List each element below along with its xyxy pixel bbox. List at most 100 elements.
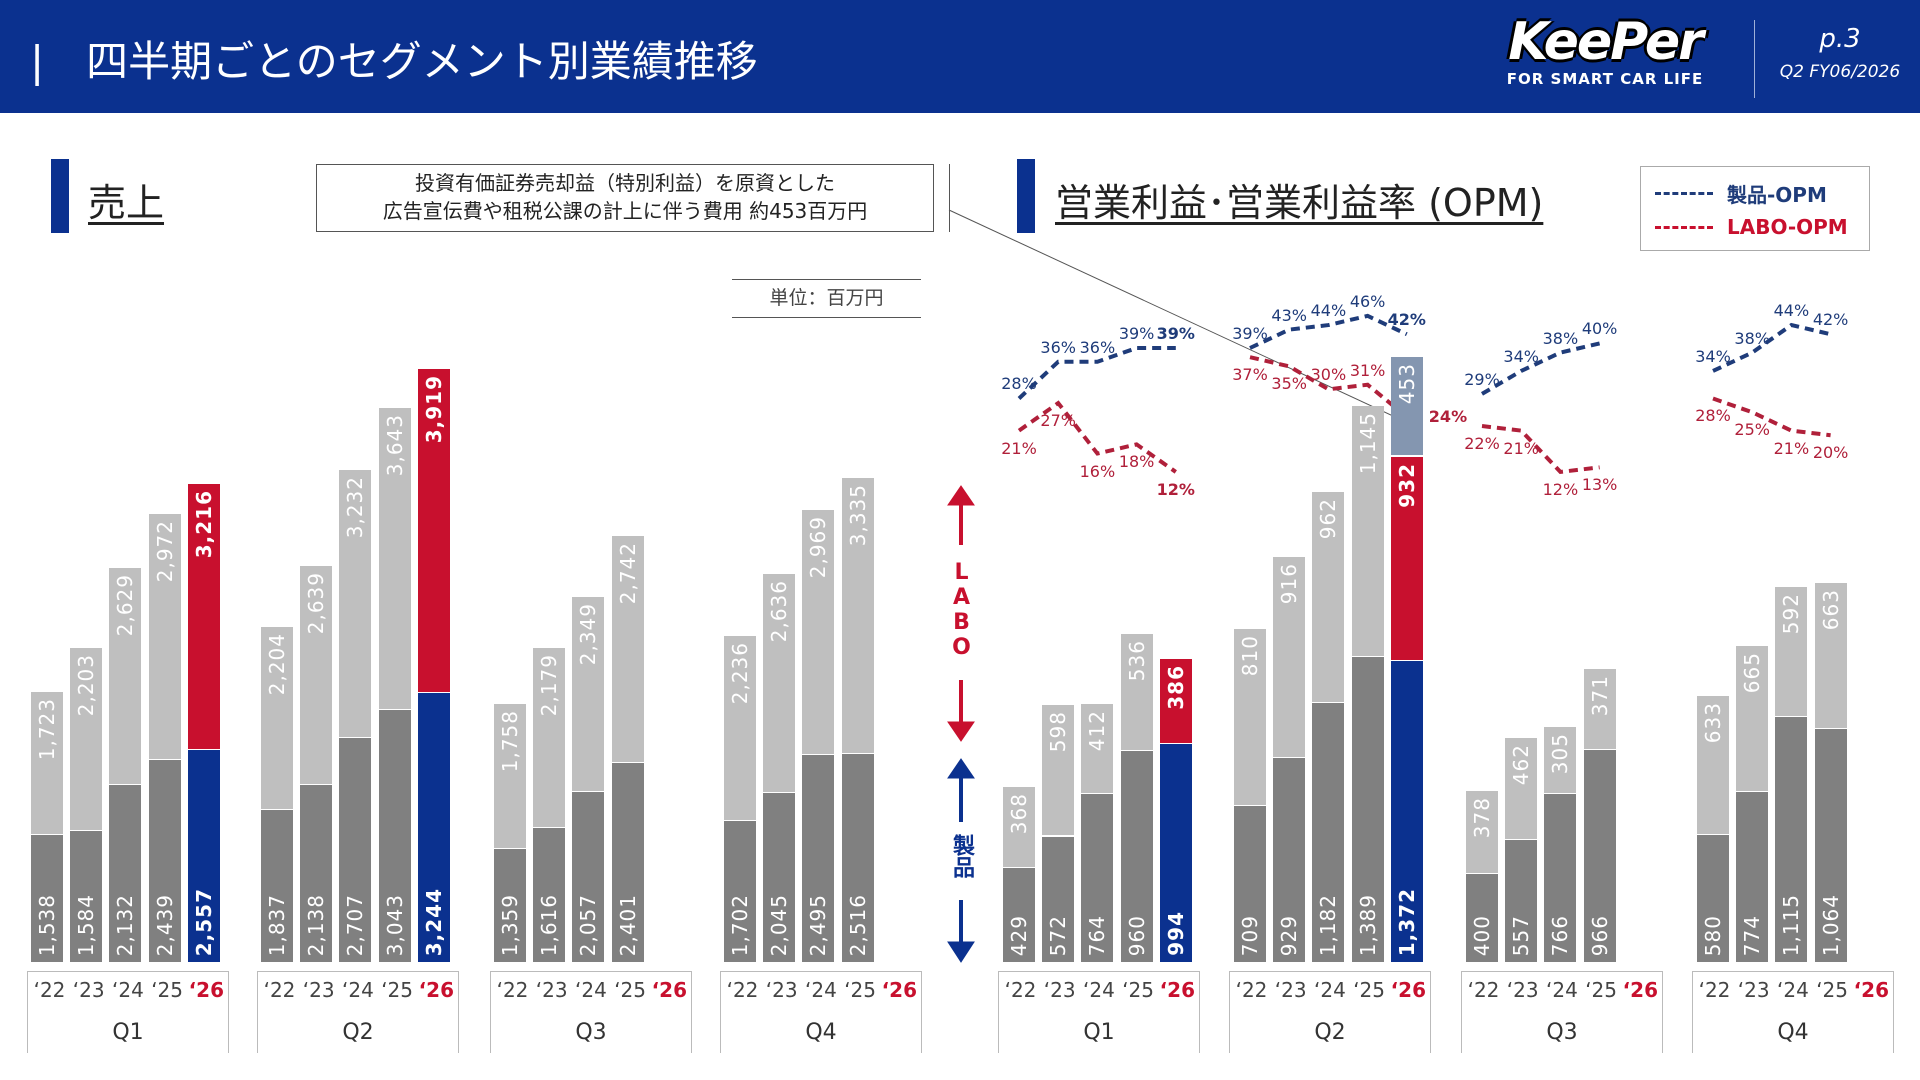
quarter-axis-box: ‘22 ‘23 ‘24 ‘25 ‘26 Q1	[27, 971, 229, 1053]
bar-label-labo: 598	[1046, 711, 1071, 753]
labo-opm-label: 21%	[1001, 438, 1037, 458]
bar-product	[533, 828, 566, 962]
bar-label-labo: 962	[1316, 497, 1341, 539]
bar-labo	[1312, 491, 1345, 702]
bar-labo	[802, 509, 835, 755]
year-tick-label: ‘25	[151, 978, 183, 1002]
logo-tagline: FOR SMART CAR LIFE	[1506, 70, 1704, 88]
product-opm-label: 39%	[1118, 324, 1155, 343]
labo-opm-line	[1249, 355, 1409, 419]
quarter-label: Q1	[1083, 1020, 1115, 1045]
labo-arrow-icon	[947, 485, 975, 742]
bar-labo	[572, 597, 605, 791]
bar-label-labo: 412	[1085, 709, 1110, 752]
bar-product	[1042, 836, 1075, 962]
bar-product	[1505, 839, 1538, 962]
product-opm-label: 34%	[1695, 346, 1731, 366]
bar-product	[1736, 792, 1769, 962]
bar-product	[1775, 717, 1808, 962]
bar-label-labo: 371	[1587, 674, 1612, 716]
bar-label-labo: 932	[1394, 462, 1419, 508]
bar-labo	[1544, 727, 1577, 793]
bar-label-product: 1,584	[74, 893, 99, 956]
year-tick-label: ‘24	[341, 978, 374, 1002]
bar-product	[763, 792, 796, 962]
bar-labo	[187, 483, 220, 750]
annotation-line-2: 広告宣伝費や租税公課の計上に伴う費用 約453百万円	[382, 199, 868, 223]
labo-opm-label: 21%	[1503, 438, 1539, 458]
product-opm-label: 39%	[1232, 324, 1268, 343]
header-bar: | 四半期ごとのセグメント別業績推移 KeePer FOR SMART CAR …	[0, 0, 1920, 113]
bar-label-labo: 2,972	[152, 519, 177, 583]
bar-label-product: 3,043	[382, 893, 407, 956]
bar-label-labo: 378	[1470, 797, 1494, 839]
bar-label-labo: 1,723	[35, 697, 59, 761]
year-tick-label: ‘22	[496, 978, 529, 1002]
bar-label-labo: 2,742	[615, 542, 640, 605]
product-opm-line	[1249, 313, 1408, 350]
bar-labo	[1273, 557, 1306, 758]
bar-label-product: 2,045	[767, 893, 792, 956]
bar-label-product: 994	[1163, 911, 1188, 956]
bar-label-labo: 2,203	[74, 654, 99, 717]
quarter-label: Q3	[1546, 1020, 1578, 1045]
quarter-label: Q2	[342, 1020, 374, 1045]
bar-product	[148, 760, 181, 962]
year-tick-label: ‘23	[72, 978, 105, 1002]
quarter-label: Q2	[1314, 1020, 1346, 1045]
bar-label-product: 1,616	[537, 893, 562, 956]
bar-label-labo: 2,179	[537, 653, 562, 717]
bar-label-labo: 536	[1124, 639, 1149, 681]
bar-label-labo: 368	[1007, 793, 1031, 835]
bar-labo	[611, 536, 644, 763]
bar-labo	[494, 703, 526, 849]
bar-product	[841, 753, 874, 962]
bar-labo	[300, 566, 333, 784]
bar-label-product: 1,702	[728, 893, 752, 956]
bar-label-labo: 462	[1509, 744, 1534, 786]
legend-label: 製品-OPM	[1727, 183, 1827, 207]
bar-product	[1351, 657, 1384, 962]
quarter-label: Q1	[112, 1020, 144, 1045]
bar-labo	[1736, 646, 1769, 792]
sales-title: 売上	[88, 181, 165, 225]
bar-product	[1544, 793, 1577, 962]
year-tick-label: ‘23	[1737, 978, 1770, 1002]
bar-label-labo: 1,758	[498, 709, 522, 773]
bar-product	[1120, 751, 1153, 962]
bar-product	[300, 784, 333, 962]
bar-labo	[339, 470, 372, 737]
year-tick-label: ‘22	[1004, 978, 1037, 1002]
bar-label-labo: 3,643	[382, 414, 407, 477]
section-divider	[949, 164, 950, 232]
bar-labo	[378, 408, 411, 710]
bar-product	[1466, 874, 1498, 962]
bar-labo	[1466, 791, 1498, 874]
bar-product	[31, 834, 63, 962]
year-tick-label: ‘26	[651, 978, 688, 1002]
year-tick-label: ‘23	[1506, 978, 1539, 1002]
year-tick-label: ‘23	[302, 978, 335, 1002]
legend-item-product-opm: 製品-OPM	[1655, 179, 1827, 208]
bar-labo	[763, 574, 796, 792]
year-tick-label: ‘22	[263, 978, 296, 1002]
legend-dash-icon	[1655, 225, 1713, 229]
bar-product	[1583, 750, 1616, 962]
bar-labo	[1003, 787, 1035, 867]
bar-label-product: 1,359	[498, 893, 522, 956]
bar-product	[1234, 806, 1266, 962]
bar-labo	[1697, 695, 1729, 834]
bar-label-product: 709	[1238, 914, 1262, 956]
bar-labo	[1583, 668, 1616, 750]
product-opm-label: 36%	[1079, 337, 1116, 357]
bar-product	[1081, 794, 1114, 962]
bar-label-product: 2,057	[576, 893, 601, 956]
product-opm-label: 28%	[1001, 374, 1037, 394]
bar-label-labo: 3,216	[191, 489, 216, 559]
bar-label-product: 960	[1124, 914, 1149, 956]
bar-label-product: 1,064	[1818, 893, 1843, 956]
product-opm-label: 36%	[1040, 337, 1076, 357]
bar-label-product: 429	[1007, 914, 1031, 956]
product-opm-line	[1712, 322, 1832, 373]
